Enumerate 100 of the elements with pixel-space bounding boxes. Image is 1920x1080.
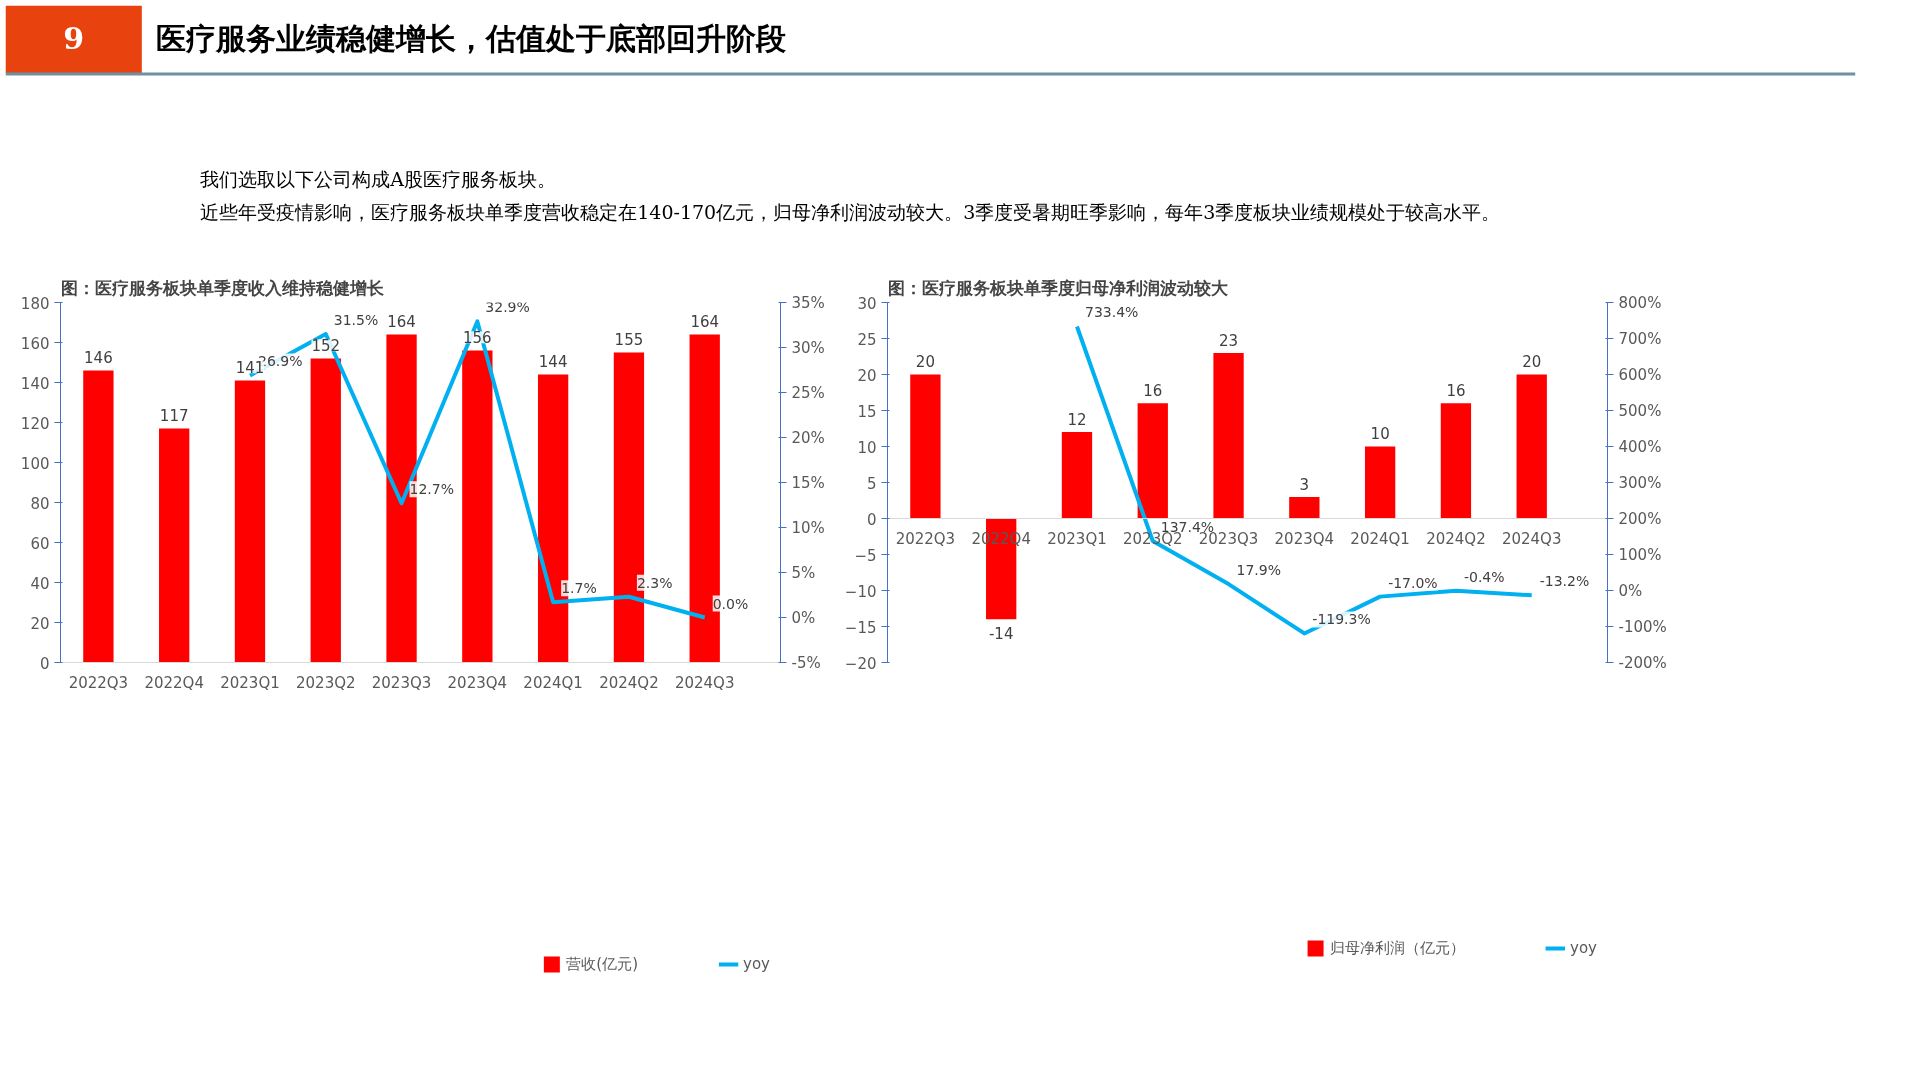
data-label: 12 <box>1067 410 1087 429</box>
x-tick-label: 2024Q3 <box>1501 529 1562 548</box>
y-tick-label: 40 <box>30 574 50 593</box>
y-tick-label: 160 <box>20 334 50 353</box>
x-tick-label: 2023Q4 <box>447 673 508 692</box>
y-tick-label: 20 <box>857 366 877 385</box>
data-label: 17.9% <box>1236 562 1282 579</box>
x-tick-label: 2022Q3 <box>895 529 956 548</box>
x-tick-label: 2024Q1 <box>1350 529 1410 548</box>
data-label: -119.3% <box>1312 611 1371 628</box>
x-tick-label: 2023Q1 <box>1047 529 1107 548</box>
y-tick-label: 100 <box>20 454 50 473</box>
y-tick-label: −20 <box>844 654 877 673</box>
y2-tick-label: 100% <box>1618 545 1662 564</box>
data-label: 156 <box>463 329 492 348</box>
x-tick-label: 2024Q1 <box>523 673 583 692</box>
data-label: 3 <box>1299 475 1310 494</box>
y2-tick-label: 30% <box>791 338 825 357</box>
y-tick-label: 140 <box>20 374 50 393</box>
text: 9 <box>63 21 85 57</box>
data-label: -13.2% <box>1539 573 1590 590</box>
y-tick-label: 60 <box>30 534 50 553</box>
x-tick-label: 2023Q4 <box>1274 529 1335 548</box>
bar <box>1061 432 1093 519</box>
data-label: 16 <box>1143 382 1163 401</box>
y2-tick-label: 0% <box>1618 581 1643 600</box>
y2-tick-label: 10% <box>791 518 825 537</box>
y2-tick-label: 300% <box>1618 473 1662 492</box>
y2-tick-label: 35% <box>791 293 825 312</box>
data-label: 32.9% <box>485 299 530 316</box>
data-label: -17.0% <box>1388 574 1438 591</box>
data-label: 164 <box>387 313 416 332</box>
data-label: -0.4% <box>1463 568 1505 585</box>
y2-tick-label: 15% <box>791 473 825 492</box>
bar <box>234 380 266 663</box>
legend-label: 归母净利润（亿元） <box>1330 938 1466 958</box>
data-label: 733.4% <box>1084 304 1139 321</box>
x-tick-label: 2024Q2 <box>1426 529 1486 548</box>
bar <box>1137 403 1168 519</box>
data-label: 10 <box>1370 425 1390 444</box>
data-label: 152 <box>311 337 341 356</box>
data-label: 16 <box>1446 382 1466 401</box>
text: 近些年受疫情影响，医疗服务板块单季度营收稳定在140-170亿元，归母净利润波动较大。3季度受暑期旺季影响，每年3季度板块业绩规模处于较高水平。 <box>200 200 1501 223</box>
y-tick-label: −10 <box>844 582 877 601</box>
bar <box>1440 403 1472 519</box>
data-label: 2.3% <box>636 574 673 591</box>
y-tick-label: 30 <box>857 294 877 313</box>
y2-tick-label: 5% <box>791 563 816 582</box>
y2-tick-label: 500% <box>1618 401 1662 420</box>
y-tick-label: 0 <box>866 510 877 529</box>
legend-label: 营收(亿元) <box>566 954 639 974</box>
data-label: 155 <box>614 331 644 350</box>
bar <box>1516 374 1547 519</box>
data-label: 144 <box>538 353 568 372</box>
data-label: 20 <box>1522 353 1542 372</box>
bar <box>1364 446 1396 519</box>
y2-tick-label: 25% <box>791 383 825 402</box>
x-tick-label: 2022Q4 <box>144 673 204 692</box>
data-label: 117 <box>159 407 189 426</box>
chart-title: 图：医疗服务板块单季度收入维持稳健增长 <box>60 277 385 298</box>
bar <box>462 350 493 663</box>
legend-label: yoy <box>743 955 770 973</box>
data-label: 1.7% <box>561 580 597 597</box>
bar <box>310 358 341 663</box>
bar <box>159 428 190 663</box>
y-tick-label: 180 <box>20 294 50 313</box>
y2-tick-label: 400% <box>1618 437 1662 456</box>
data-label: 23 <box>1219 331 1239 350</box>
y2-tick-label: 200% <box>1618 509 1662 528</box>
bar <box>1213 352 1244 519</box>
data-label: 164 <box>690 313 720 332</box>
chart-title: 图：医疗服务板块单季度归母净利润波动较大 <box>887 277 1229 298</box>
y-tick-label: 80 <box>30 494 50 513</box>
y2-tick-label: -200% <box>1618 653 1667 672</box>
y2-tick-label: 800% <box>1618 293 1662 312</box>
y-tick-label: 10 <box>857 438 877 457</box>
text: 医疗服务业绩稳健增长，估值处于底部回升阶段 <box>156 20 787 56</box>
x-tick-label: 2022Q3 <box>68 673 129 692</box>
y2-tick-label: 20% <box>791 428 825 447</box>
data-label: 31.5% <box>333 312 379 328</box>
x-tick-label: 2023Q2 <box>296 673 356 692</box>
bar <box>83 370 114 663</box>
data-label: 0.0% <box>712 595 749 612</box>
x-tick-label: 2024Q2 <box>599 673 659 692</box>
x-tick-label: 2024Q3 <box>674 673 735 692</box>
data-label: 20 <box>915 353 935 372</box>
y-tick-label: 20 <box>30 614 50 633</box>
x-tick-label: 2023Q3 <box>371 673 432 692</box>
y2-tick-label: 600% <box>1618 365 1662 384</box>
x-tick-label: 2023Q1 <box>220 673 280 692</box>
y-tick-label: 5 <box>866 474 877 493</box>
y2-tick-label: -5% <box>791 653 821 672</box>
y-tick-label: 15 <box>857 402 877 421</box>
y-tick-label: −15 <box>844 618 877 637</box>
y-tick-label: −5 <box>854 546 877 565</box>
y2-tick-label: 700% <box>1618 329 1662 348</box>
data-label: 12.7% <box>409 481 455 498</box>
data-label: -14 <box>988 624 1014 643</box>
y-tick-label: 120 <box>20 414 50 433</box>
text: 我们选取以下公司构成A股医疗服务板块。 <box>200 167 556 190</box>
